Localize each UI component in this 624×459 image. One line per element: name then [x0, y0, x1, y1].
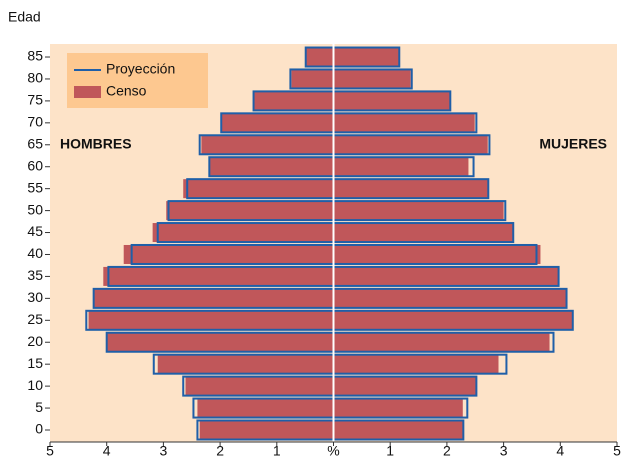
bar — [197, 398, 334, 418]
x-tick-label: 4 — [556, 443, 564, 459]
bar — [306, 47, 334, 67]
y-tick-label: 80 — [27, 70, 43, 86]
x-tick-label: % — [327, 443, 339, 459]
y-tick-label: 60 — [27, 157, 43, 173]
x-tick-label: 3 — [160, 443, 168, 459]
y-tick-label: 40 — [27, 245, 43, 261]
x-tick-label: 5 — [613, 443, 621, 459]
bar — [333, 69, 411, 89]
y-tick-label: 65 — [27, 135, 43, 151]
left-label: HOMBRES — [60, 136, 132, 152]
bar — [157, 354, 334, 374]
bar — [333, 332, 550, 352]
x-tick-label: 1 — [273, 443, 281, 459]
bar — [333, 288, 567, 308]
bar — [333, 223, 514, 243]
x-tick-label: 3 — [500, 443, 508, 459]
y-tick-label: 50 — [27, 201, 43, 217]
y-tick-label: 25 — [27, 311, 43, 327]
bar — [183, 179, 334, 199]
bar — [333, 179, 488, 199]
legend-swatch — [74, 86, 101, 98]
bar — [333, 398, 463, 418]
legend-label: Censo — [106, 83, 147, 99]
bar — [199, 420, 334, 440]
legend-box — [67, 53, 208, 108]
bar — [333, 157, 469, 177]
x-tick-label: 4 — [103, 443, 111, 459]
y-tick-label: 75 — [27, 92, 43, 108]
bar — [88, 310, 334, 330]
bar — [333, 354, 499, 374]
y-tick-label: 70 — [27, 114, 43, 130]
x-tick-label: 1 — [386, 443, 394, 459]
y-tick-label: 35 — [27, 267, 43, 283]
y-tick-label: 0 — [35, 421, 43, 437]
bar — [93, 288, 334, 308]
bar — [333, 135, 488, 155]
bar — [333, 244, 541, 264]
bar — [333, 47, 399, 67]
bar — [333, 201, 504, 221]
bar — [291, 69, 334, 89]
bar — [333, 266, 559, 286]
y-tick-label: 15 — [27, 355, 43, 371]
bar — [221, 113, 334, 133]
bar — [106, 332, 334, 352]
x-tick-label: 5 — [46, 443, 54, 459]
y-tick-label: 10 — [27, 377, 43, 393]
bar — [333, 310, 573, 330]
y-tick-label: 30 — [27, 289, 43, 305]
legend-label: Proyección — [106, 61, 175, 77]
bar — [201, 135, 334, 155]
bar — [333, 376, 477, 396]
right-label: MUJERES — [539, 136, 607, 152]
bar — [166, 201, 334, 221]
bar — [103, 266, 334, 286]
bar — [333, 420, 463, 440]
y-tick-label: 55 — [27, 179, 43, 195]
bar — [123, 244, 334, 264]
bar — [209, 157, 334, 177]
y-axis-label: Edad — [8, 9, 41, 25]
y-tick-label: 85 — [27, 48, 43, 64]
y-tick-label: 45 — [27, 223, 43, 239]
bar — [185, 376, 334, 396]
x-tick-label: 2 — [216, 443, 224, 459]
bar — [152, 223, 334, 243]
y-tick-label: 5 — [35, 399, 43, 415]
y-tick-label: 20 — [27, 333, 43, 349]
bar — [253, 91, 334, 111]
bar — [333, 113, 475, 133]
bar — [333, 91, 451, 111]
x-tick-label: 2 — [443, 443, 451, 459]
